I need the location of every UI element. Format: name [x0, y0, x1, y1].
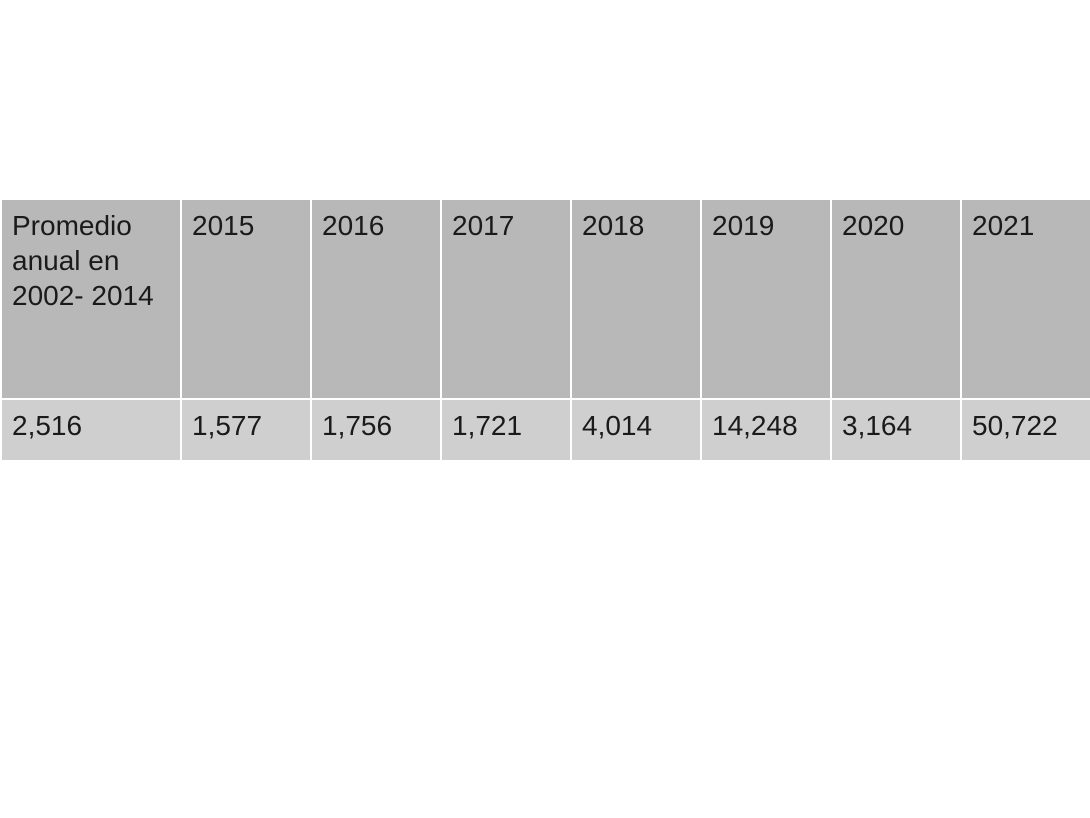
table-cell: 3,164: [831, 399, 961, 461]
col-header: 2019: [701, 199, 831, 399]
data-table-wrapper: Promedio anual en 2002- 2014 2015 2016 2…: [0, 198, 1090, 462]
table-cell: 1,577: [181, 399, 311, 461]
col-header: 2016: [311, 199, 441, 399]
table-row: 2,516 1,577 1,756 1,721 4,014 14,248 3,1…: [1, 399, 1090, 461]
col-header: 2018: [571, 199, 701, 399]
table-cell: 4,014: [571, 399, 701, 461]
col-header: 2021: [961, 199, 1090, 399]
table-cell: 2,516: [1, 399, 181, 461]
table-header-row: Promedio anual en 2002- 2014 2015 2016 2…: [1, 199, 1090, 399]
col-header: 2020: [831, 199, 961, 399]
col-header: 2015: [181, 199, 311, 399]
table-cell: 1,756: [311, 399, 441, 461]
data-table: Promedio anual en 2002- 2014 2015 2016 2…: [0, 198, 1090, 462]
col-header: 2017: [441, 199, 571, 399]
table-cell: 1,721: [441, 399, 571, 461]
col-header: Promedio anual en 2002- 2014: [1, 199, 181, 399]
table-cell: 50,722: [961, 399, 1090, 461]
table-cell: 14,248: [701, 399, 831, 461]
